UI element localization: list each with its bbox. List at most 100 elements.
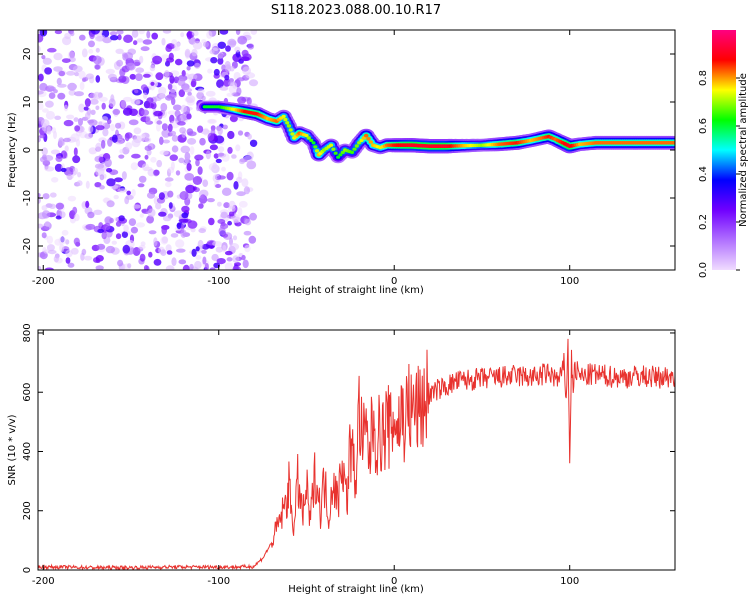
spectrogram-ridge-point <box>338 153 343 157</box>
spectrogram-noise-speck <box>123 224 129 233</box>
spectrogram-noise-speck <box>44 220 50 227</box>
spectrogram-noise-speck <box>243 186 250 195</box>
spectrogram-noise-speck <box>162 215 172 222</box>
spectrogram-noise-speck <box>141 133 146 139</box>
spectrogram-noise-speck <box>164 177 174 182</box>
spectrogram-noise-speck <box>244 218 252 226</box>
spectrogram-noise-speck <box>189 263 194 270</box>
spectrogram-noise-speck <box>184 173 195 181</box>
spectrogram-ridge-point <box>290 132 295 136</box>
spectrogram-noise-speck <box>101 102 106 110</box>
spectrogram-noise-speck <box>57 92 66 100</box>
spectrogram-noise-speck <box>62 36 72 46</box>
spectrogram-noise-speck <box>65 257 71 264</box>
spectrogram-noise-speck <box>66 174 74 179</box>
spectrogram-noise-speck <box>160 249 167 256</box>
spectrogram-noise-speck <box>216 175 226 180</box>
spectrogram-noise-speck <box>242 259 249 269</box>
spectrogram-noise-speck <box>41 232 47 239</box>
snr-ylabel: SNR (10 * v/v) <box>7 414 18 485</box>
spectrogram-noise-speck <box>233 181 239 190</box>
spectrogram-noise-speck <box>175 170 181 176</box>
spectrogram-noise-speck <box>247 43 255 50</box>
spectrogram-noise-speck <box>200 194 206 200</box>
spectrogram-noise-speck <box>41 55 46 60</box>
spectrogram-noise-speck <box>125 142 133 150</box>
spectrogram-noise-speck <box>209 49 215 55</box>
spectrogram-noise-speck <box>195 158 200 167</box>
spectrogram-noise-speck <box>218 226 226 236</box>
spectrogram-noise-speck <box>225 45 231 52</box>
spectrogram-noise-speck <box>113 194 119 200</box>
spectrogram-noise-speck <box>44 67 52 75</box>
spectrogram-noise-speck <box>146 215 155 224</box>
snr-ytick-label: 0 <box>22 567 33 573</box>
spectrogram-noise-speck <box>191 48 198 57</box>
spectrogram-noise-speck <box>72 206 78 215</box>
spectrogram-noise-speck <box>59 211 66 219</box>
spectrogram-noise-speck <box>87 119 95 124</box>
spectrogram-noise-speck <box>219 86 229 91</box>
spectrogram-noise-speck <box>95 142 103 152</box>
spectrogram-noise-speck <box>116 59 123 67</box>
spectrogram-noise-speck <box>51 177 59 183</box>
spectrogram-noise-speck <box>229 243 240 251</box>
spectrogram-noise-speck <box>145 102 155 109</box>
spectrogram-noise-speck <box>185 184 196 194</box>
spectrogram-noise-speck <box>106 200 115 208</box>
spectrogram-ridge-point <box>357 141 362 145</box>
spectrogram-noise-speck <box>104 158 112 168</box>
spectrogram-noise-speck <box>180 104 187 113</box>
spectrogram-noise-speck <box>95 36 105 42</box>
spectrogram-noise-speck <box>217 41 226 49</box>
spectrogram-noise-speck <box>130 98 141 105</box>
spectrogram-noise-speck <box>144 154 149 160</box>
spectrogram-noise-speck <box>101 139 106 149</box>
spectrogram-noise-speck <box>53 52 63 61</box>
snr-frame <box>37 329 676 571</box>
spectrogram-ridge-point <box>286 124 291 128</box>
spectrogram-noise-speck <box>49 203 56 209</box>
spectrogram-noise-speck <box>135 73 143 81</box>
spectrogram-noise-speck <box>121 231 128 239</box>
spectrogram-noise-speck <box>228 200 236 210</box>
spectrogram-noise-speck <box>73 117 79 122</box>
spectrogram-noise-speck <box>226 92 234 97</box>
spectrogram-noise-speck <box>227 130 235 140</box>
spectrogram-ridge-point <box>331 147 336 151</box>
spectrogram-noise-speck <box>167 83 173 90</box>
spectrogram-noise-speck <box>85 73 94 80</box>
spectrogram-noise-speck <box>135 222 146 228</box>
spectrogram-noise-speck <box>55 155 63 162</box>
spectrogram-noise-speck <box>158 192 165 200</box>
spectrogram-noise-speck <box>217 201 222 207</box>
spectrogram-ytick-label: 10 <box>22 96 33 109</box>
spectrogram-noise-speck <box>70 247 79 255</box>
spectrogram-noise-speck <box>227 146 233 154</box>
spectrogram-ridge-point <box>340 150 345 154</box>
spectrogram-noise-speck <box>145 265 150 270</box>
spectrogram-noise-speck <box>141 208 147 213</box>
spectrogram-noise-speck <box>222 124 228 130</box>
spectrogram-noise-speck <box>141 163 150 172</box>
spectrogram-noise-speck <box>202 179 209 187</box>
spectrogram-noise-speck <box>88 49 94 54</box>
spectrogram-noise-speck <box>197 125 204 133</box>
spectrogram-ytick-label: 0 <box>22 147 33 153</box>
spectrogram-noise-speck <box>223 202 230 209</box>
spectrogram-noise-speck <box>93 209 103 215</box>
spectrogram-noise-speck <box>140 241 146 247</box>
spectrogram-noise-speck <box>237 207 243 217</box>
spectrogram-noise-speck <box>186 128 194 136</box>
spectrogram-noise-speck <box>72 65 83 73</box>
spectrogram-noise-speck <box>165 244 172 252</box>
spectrogram-noise-speck <box>85 112 91 120</box>
spectrogram-noise-speck <box>110 35 119 41</box>
spectrogram-ridge-point <box>672 141 675 145</box>
spectrogram-xtick-label: -200 <box>32 276 55 287</box>
spectrogram-noise-speck <box>162 139 170 144</box>
spectrogram-noise-speck <box>208 119 216 124</box>
spectrogram-noise-speck <box>98 121 103 126</box>
spectrogram-noise-speck <box>194 260 202 270</box>
